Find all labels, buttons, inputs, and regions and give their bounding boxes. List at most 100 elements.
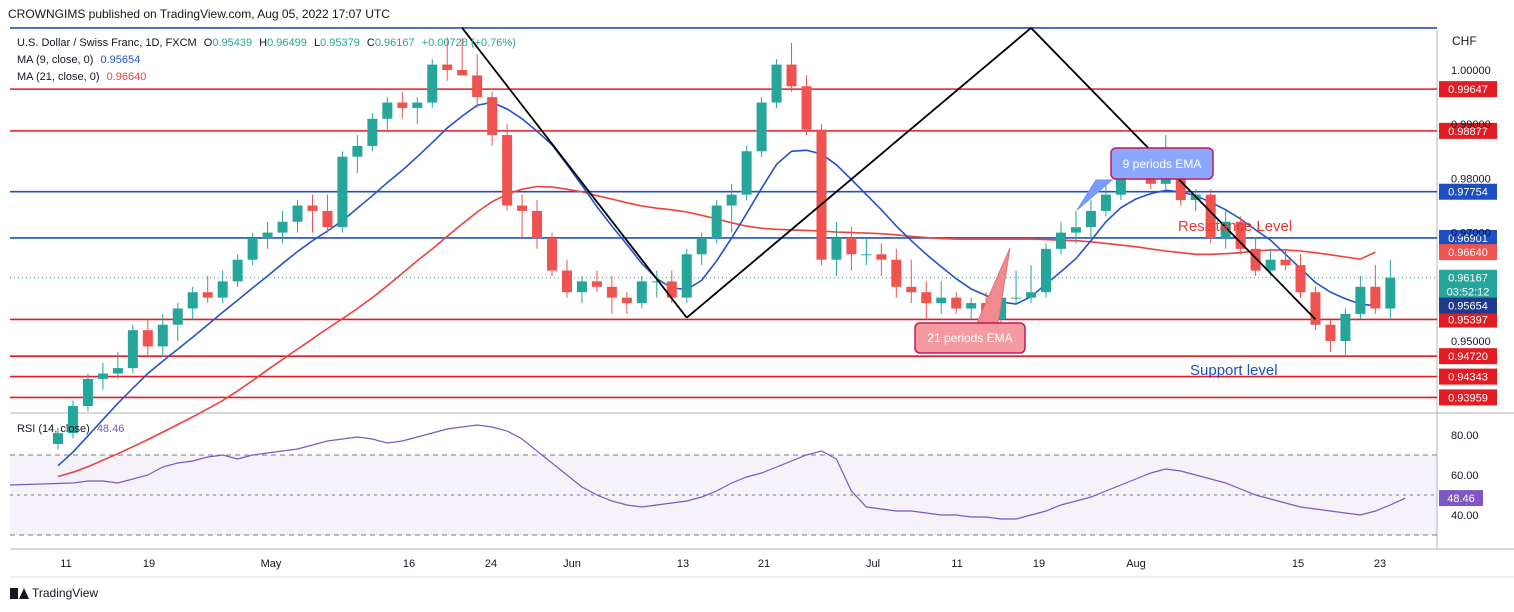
candle-body-38	[621, 297, 632, 304]
time-tick-1: 19	[143, 558, 155, 570]
candle-30	[502, 124, 513, 211]
candle-body-33	[547, 238, 558, 271]
candle-87	[1355, 275, 1366, 320]
candle-body-8	[172, 308, 183, 325]
legend-low: 0.95379	[320, 37, 360, 49]
candle-body-2	[82, 378, 93, 407]
time-tick-8: Jul	[866, 558, 880, 570]
ema9-callout-pointer	[1076, 179, 1114, 211]
candle-body-85	[1325, 324, 1336, 341]
candle-49	[786, 42, 797, 92]
time-tick-6: 13	[677, 558, 689, 570]
candle-body-1	[67, 406, 78, 434]
candle-body-79	[1235, 221, 1246, 249]
level-badge-label-3: 0.97754	[1448, 187, 1488, 199]
candle-22	[382, 97, 393, 130]
candle-81	[1265, 248, 1276, 276]
candle-body-52	[831, 238, 842, 260]
ma9-line	[57, 101, 1376, 467]
published-header: CROWNGIMS published on TradingView.com, …	[8, 7, 390, 21]
current-badge-label-1: 0.96167	[1448, 273, 1488, 285]
candle-body-42	[681, 254, 692, 298]
candle-body-22	[382, 102, 393, 119]
candle-body-39	[636, 281, 647, 304]
rsi-tick-0: 80.00	[1451, 430, 1479, 442]
time-tick-4: 24	[485, 558, 497, 570]
candle-47	[756, 97, 767, 157]
candle-body-78	[1220, 221, 1231, 239]
candle-body-67	[1055, 232, 1066, 249]
candle-59	[936, 281, 947, 314]
candle-48	[771, 59, 782, 108]
current-badge-0	[1439, 244, 1497, 261]
candle-body-68	[1070, 227, 1081, 233]
time-tick-13: 23	[1374, 558, 1386, 570]
candle-body-36	[591, 281, 602, 287]
candle-body-77	[1205, 194, 1216, 239]
countdown-label: 03:52:12	[1447, 287, 1490, 299]
candle-69	[1085, 200, 1096, 239]
candle-27	[457, 37, 468, 76]
candle-35	[576, 275, 587, 304]
candle-body-75	[1175, 167, 1186, 201]
candle-body-51	[816, 129, 827, 260]
candle-body-60	[951, 297, 962, 309]
rsi-tick-1: 60.00	[1451, 470, 1479, 482]
time-tick-2: May	[261, 558, 282, 570]
candle-40	[651, 270, 662, 298]
candle-0	[53, 427, 63, 450]
candle-26	[442, 37, 453, 81]
candle-body-80	[1250, 248, 1261, 271]
time-tick-12: 15	[1292, 558, 1304, 570]
legend-ma9-label: MA (9, close, 0)	[17, 54, 93, 66]
currency-label: CHF	[1452, 34, 1477, 48]
level-badge-label-6: 0.94720	[1448, 351, 1488, 363]
candle-14	[262, 221, 273, 249]
candle-42	[681, 248, 692, 304]
candle-body-57	[906, 286, 917, 293]
legend-c-label: C	[367, 37, 375, 49]
candle-29	[487, 91, 498, 146]
rsi-panel: 80.00 60.00 40.00 48.46	[9, 424, 1483, 536]
current-badge-1	[1439, 269, 1497, 300]
ema21-callout-label: 21 periods EMA	[927, 331, 1012, 345]
candle-body-86	[1340, 313, 1351, 341]
candle-16	[292, 200, 303, 233]
candle-83	[1295, 254, 1306, 298]
candle-body-15	[277, 221, 288, 233]
candle-44	[711, 200, 722, 244]
legend-ma9: MA (9, close, 0) 0.95654	[17, 54, 140, 66]
candle-body-34	[561, 270, 572, 293]
current-badge-label-0: 0.96640	[1448, 247, 1488, 259]
time-axis: 11 19 May 16 24 Jun 13 21 Jul 11 19 Aug 15 23	[60, 558, 1386, 570]
candle-body-56	[891, 259, 902, 287]
candle-25	[427, 59, 438, 108]
level-badge-6	[1439, 348, 1497, 365]
candle-body-55	[876, 254, 887, 260]
candle-18	[322, 194, 333, 233]
candle-body-64	[1011, 297, 1022, 299]
time-tick-10: 19	[1033, 558, 1045, 570]
candle-body-45	[726, 194, 737, 206]
candle-68	[1070, 210, 1081, 244]
candle-body-0	[53, 433, 63, 444]
rsi-band	[10, 455, 1437, 535]
candle-6	[142, 319, 153, 358]
price-tick-1: 0.99000	[1451, 119, 1491, 131]
rsi-value-badge	[1439, 490, 1483, 507]
legend-symbol: U.S. Dollar / Swiss Franc, 1D, FXCM	[17, 37, 197, 49]
candle-body-4	[112, 368, 123, 374]
level-badge-label-5: 0.95397	[1448, 314, 1488, 326]
tradingview-footer[interactable]: TradingView	[10, 586, 98, 600]
candle-19	[337, 151, 348, 233]
level-badge-label-1: 0.99647	[1448, 84, 1488, 96]
candle-body-7	[157, 324, 168, 347]
candle-body-87	[1355, 286, 1366, 314]
candle-body-35	[576, 281, 587, 293]
candle-body-17	[307, 205, 318, 211]
level-badge-4	[1439, 229, 1497, 246]
candle-body-66	[1041, 248, 1052, 293]
candle-88	[1370, 265, 1381, 314]
candle-body-21	[367, 118, 378, 146]
